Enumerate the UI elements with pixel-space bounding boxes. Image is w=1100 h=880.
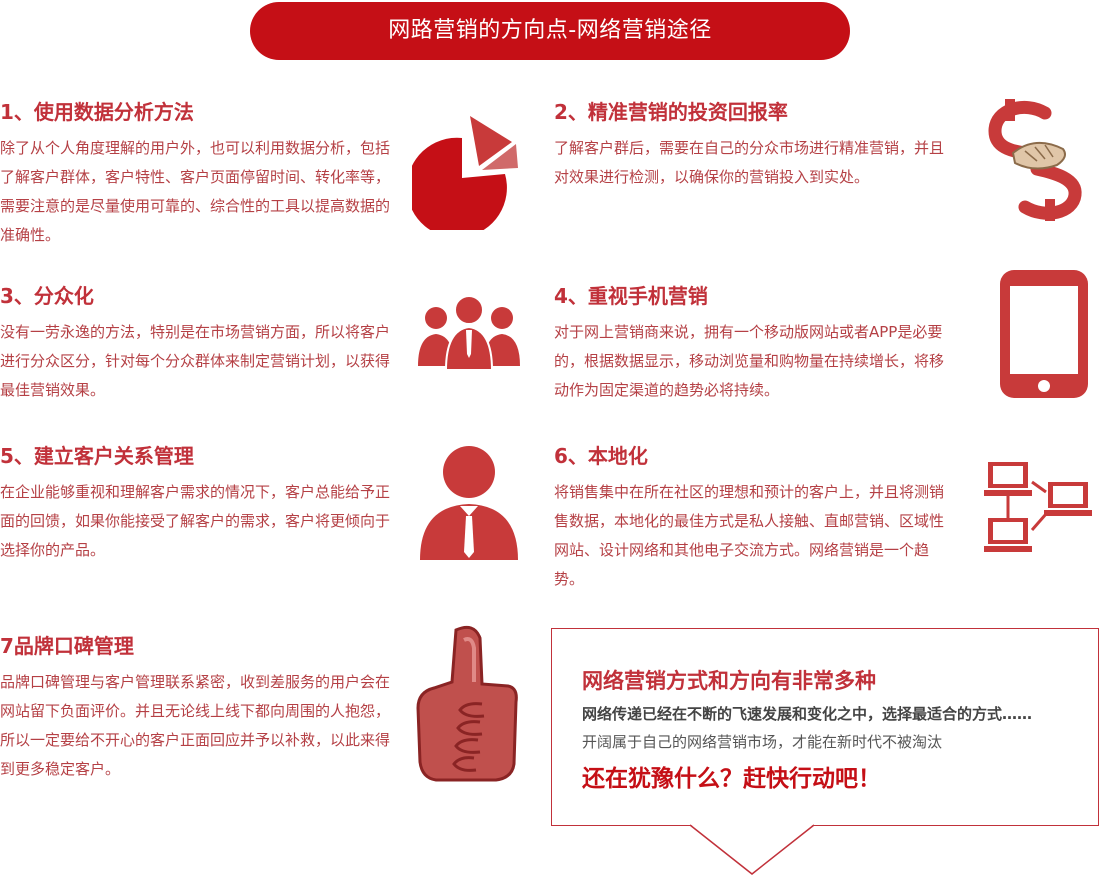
cta-line1: 网络传递已经在不断的飞速发展和变化之中，选择最适合的方式……	[582, 705, 1033, 723]
group-people-icon	[416, 294, 522, 372]
item-crm: 5、建立客户关系管理 在企业能够重视和理解客户需求的情况下，客户总能给予正面的回…	[0, 442, 402, 565]
item-reputation: 7品牌口碑管理 品牌口碑管理与客户管理联系紧密，收到差服务的用户会在网站留下负面…	[0, 632, 402, 784]
mobile-phone-icon	[998, 268, 1090, 400]
item-body: 了解客户群后，需要在自己的分众市场进行精准营销，并且对效果进行检测，以确保你的营…	[554, 139, 945, 186]
item-title: 2、精准营销的投资回报率	[554, 100, 788, 124]
item-data-analysis: 1、使用数据分析方法 除了从个人角度理解的用户外，也可以利用数据分析，包括了解客…	[0, 98, 402, 250]
item-title: 4、重视手机营销	[554, 284, 708, 308]
cta-box: 网络营销方式和方向有非常多种 网络传递已经在不断的飞速发展和变化之中，选择最适合…	[551, 628, 1099, 826]
item-title: 7品牌口碑管理	[0, 634, 134, 658]
dollar-handshake-icon	[985, 95, 1095, 223]
cta-slogan: 还在犹豫什么？赶快行动吧！	[582, 766, 881, 792]
item-localization: 6、本地化 将销售集中在所在社区的理想和预计的客户上，并且将测销售数据，本地化的…	[554, 442, 954, 594]
cta-title: 网络营销方式和方向有非常多种	[582, 669, 876, 693]
item-body: 在企业能够重视和理解客户需求的情况下，客户总能给予正面的回馈，如果你能接受了解客…	[0, 483, 391, 559]
item-title: 1、使用数据分析方法	[0, 100, 194, 124]
cta-pointer-arrow	[688, 824, 816, 880]
item-roi: 2、精准营销的投资回报率 了解客户群后，需要在自己的分众市场进行精准营销，并且对…	[554, 98, 954, 192]
network-computers-icon	[984, 460, 1100, 556]
item-body: 除了从个人角度理解的用户外，也可以利用数据分析，包括了解客户群体，客户特性、客户…	[0, 139, 391, 244]
page-title-banner: 网路营销的方向点-网络营销途径	[250, 2, 850, 60]
item-title: 6、本地化	[554, 444, 648, 468]
item-mobile: 4、重视手机营销 对于网上营销商来说，拥有一个移动版网站或者APP是必要的，根据…	[554, 282, 954, 405]
pie-chart-icon	[412, 112, 524, 230]
item-body: 品牌口碑管理与客户管理联系紧密，收到差服务的用户会在网站留下负面评价。并且无论线…	[0, 673, 391, 778]
thumbs-up-icon	[416, 622, 520, 784]
cta-line2: 开阔属于自己的网络营销市场，才能在新时代不被淘汰	[582, 733, 943, 751]
item-body: 将销售集中在所在社区的理想和预计的客户上，并且将测销售数据，本地化的最佳方式是私…	[554, 483, 945, 588]
item-title: 5、建立客户关系管理	[0, 444, 194, 468]
item-segmentation: 3、分众化 没有一劳永逸的方法，特别是在市场营销方面，所以将客户进行分众区分，针…	[0, 282, 402, 405]
item-body: 对于网上营销商来说，拥有一个移动版网站或者APP是必要的，根据数据显示，移动浏览…	[554, 323, 945, 399]
item-title: 3、分众化	[0, 284, 94, 308]
item-body: 没有一劳永逸的方法，特别是在市场营销方面，所以将客户进行分众区分，针对每个分众群…	[0, 323, 391, 399]
customer-person-icon	[418, 444, 520, 562]
